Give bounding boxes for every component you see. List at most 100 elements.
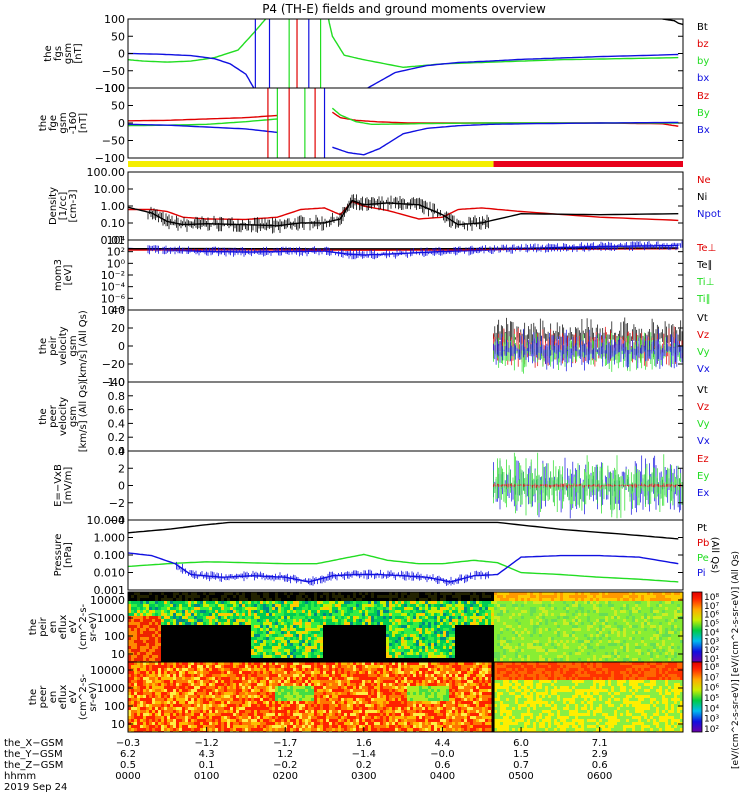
spectrogram-cell [446, 616, 449, 619]
spectrogram-cell [302, 595, 305, 598]
spectrogram-cell [176, 592, 179, 595]
spectrogram-cell [191, 637, 194, 640]
spectrogram-cell [668, 628, 671, 631]
spectrogram-cell [449, 610, 452, 613]
spectrogram-cell [395, 631, 398, 634]
spectrogram-cell [611, 607, 614, 610]
spectrogram-cell [539, 616, 542, 619]
spectrogram-cell [158, 704, 161, 707]
spectrogram-cell [578, 607, 581, 610]
spectrogram-cell [251, 613, 254, 616]
spectrogram-cell [515, 622, 518, 625]
spectrogram-cell [422, 601, 425, 604]
spectrogram-cell [575, 607, 578, 610]
ylabel-line: (cm^2-s- [78, 603, 89, 650]
spectrogram-cell [620, 601, 623, 604]
spectrogram-cell [533, 622, 536, 625]
spectrogram-cell [308, 622, 311, 625]
spectrogram-cell [464, 613, 467, 616]
spectrogram-cell [203, 610, 206, 613]
spectrogram-cell [653, 622, 656, 625]
spectrogram-cell [410, 622, 413, 625]
spectrogram-cell [440, 619, 443, 622]
ytick-label: 100 [104, 13, 125, 26]
spectrogram-cell [149, 604, 152, 607]
spectrogram-cell [413, 601, 416, 604]
spectrogram-cell [359, 631, 362, 634]
spectrogram-cell [479, 619, 482, 622]
spectrogram-cell [317, 622, 320, 625]
spectrogram-cell [131, 725, 134, 728]
spectrogram-cell [527, 613, 530, 616]
spectrogram-cell [440, 613, 443, 616]
spectrogram-cell [386, 634, 389, 637]
spectrogram-cell [608, 592, 611, 595]
spectrogram-cell [170, 598, 173, 601]
spectrogram-cell [359, 607, 362, 610]
spectrogram-cell [434, 625, 437, 628]
spectrogram-cell [191, 595, 194, 598]
spectrogram-cell [668, 652, 671, 655]
spectrogram-cell [296, 637, 299, 640]
spectrogram-cell [422, 595, 425, 598]
spectrogram-cell [635, 622, 638, 625]
spectrogram-cell [446, 613, 449, 616]
spectrogram-cell [161, 634, 164, 637]
spectrogram-cell [458, 601, 461, 604]
spectrogram-cell [590, 598, 593, 601]
spectrogram-cell [464, 652, 467, 655]
spectrogram-cell [275, 652, 278, 655]
spectrogram-cell [578, 610, 581, 613]
spectrogram-cell [161, 637, 164, 640]
spectrogram-cell [563, 592, 566, 595]
spectrogram-cell [236, 655, 239, 658]
spectrogram-cell [656, 646, 659, 649]
spectrogram-cell [155, 652, 158, 655]
spectrogram-cell [473, 637, 476, 640]
spectrogram-cell [140, 637, 143, 640]
spectrogram-cell [263, 607, 266, 610]
spectrogram-cell [656, 640, 659, 643]
spectrogram-cell [410, 595, 413, 598]
legend-item: bx [697, 73, 709, 84]
spectrogram-cell [197, 643, 200, 646]
spectrogram-cell [404, 646, 407, 649]
spectrogram-cell [149, 686, 152, 689]
spectrogram-cell [320, 622, 323, 625]
spectrogram-cell [521, 646, 524, 649]
spectrogram-cell [476, 613, 479, 616]
spectrogram-cell [272, 607, 275, 610]
spectrogram-cell [230, 655, 233, 658]
spectrogram-cell [467, 652, 470, 655]
spectrogram-cell [491, 598, 494, 601]
spectrogram-cell [614, 607, 617, 610]
spectrogram-cell [248, 619, 251, 622]
spectrogram-cell [266, 613, 269, 616]
spectrogram-cell [320, 634, 323, 637]
spectrogram-cell [377, 643, 380, 646]
spectrogram-cell [386, 604, 389, 607]
spectrogram-cell [227, 625, 230, 628]
spectrogram-cell [134, 595, 137, 598]
spectrogram-cell [545, 637, 548, 640]
spectrogram-cell [587, 607, 590, 610]
spectrogram-cell [464, 649, 467, 652]
spectrogram-cell [287, 643, 290, 646]
spectrogram-cell [437, 595, 440, 598]
spectrogram-cell [140, 646, 143, 649]
spectrogram-cell [290, 622, 293, 625]
spectrogram-cell [134, 692, 137, 695]
ytick-label: 0.001 [94, 584, 126, 597]
spectrogram-cell [197, 634, 200, 637]
spectrogram-cell [677, 604, 680, 607]
spectrogram-cell [344, 649, 347, 652]
spectrogram-cell [434, 595, 437, 598]
spectrogram-cell [170, 631, 173, 634]
spectrogram-cell [572, 613, 575, 616]
spectrogram-cell [656, 625, 659, 628]
spectrogram-cell [263, 649, 266, 652]
spectrogram-cell [536, 637, 539, 640]
spectrogram-cell [152, 613, 155, 616]
spectrogram-cell [407, 610, 410, 613]
